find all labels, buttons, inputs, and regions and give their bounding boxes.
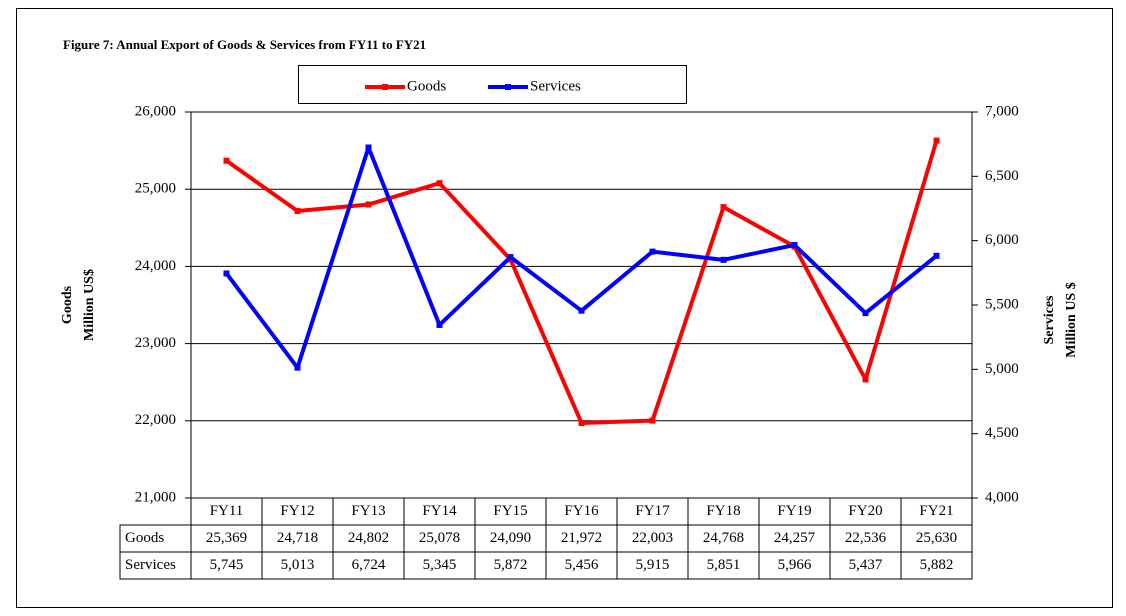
y2-tick-label: 7,000 [985, 103, 1019, 119]
legend-label: Goods [407, 78, 446, 94]
point-marker [294, 364, 301, 371]
table-value: 24,802 [348, 530, 389, 546]
x-tick-label: FY19 [777, 503, 811, 519]
point-marker [365, 144, 372, 151]
x-tick-label: FY16 [564, 503, 599, 519]
table-value: 5,456 [565, 557, 599, 573]
point-marker [365, 201, 372, 208]
table-value: 5,872 [494, 557, 528, 573]
table-value: 5,915 [636, 557, 670, 573]
y2-tick-label: 5,500 [985, 296, 1019, 312]
point-marker [649, 248, 656, 255]
table-value: 5,882 [920, 557, 954, 573]
table-value: 24,718 [277, 530, 318, 546]
table-cell [900, 551, 973, 580]
table-value: 24,090 [490, 530, 531, 546]
y2-tick-label: 5,000 [985, 361, 1019, 377]
legend-marker [505, 84, 511, 90]
table-value: 24,768 [703, 530, 744, 546]
x-tick-label: FY13 [351, 503, 385, 519]
legend-box [298, 65, 687, 104]
x-tick-label: FY20 [848, 503, 882, 519]
table-value: 24,257 [774, 530, 816, 546]
x-tick-label: FY21 [919, 503, 953, 519]
x-tick-label: FY17 [635, 503, 670, 519]
point-marker [223, 270, 230, 277]
table-value: 21,972 [561, 530, 602, 546]
y-tick-label: 21,000 [135, 489, 176, 505]
table-value: 25,078 [419, 530, 460, 546]
x-tick-label: FY11 [210, 503, 244, 519]
point-marker [578, 307, 585, 314]
y2-tick-label: 6,500 [985, 168, 1019, 184]
table-row-label: Goods [125, 530, 164, 546]
point-marker [720, 256, 727, 263]
table-value: 6,724 [352, 557, 386, 573]
point-marker [862, 310, 869, 317]
y2-axis-label: Services [1042, 295, 1057, 345]
y-tick-label: 25,000 [135, 181, 176, 197]
chart-border [16, 8, 1113, 608]
chart-title: Figure 7: Annual Export of Goods & Servi… [63, 37, 426, 52]
table-row-label: Services [125, 557, 176, 573]
y-axis-label: Goods [60, 285, 75, 324]
x-tick-label: FY12 [280, 503, 314, 519]
table-value: 5,966 [778, 557, 812, 573]
table-value: 5,437 [849, 557, 883, 573]
y2-tick-label: 4,000 [985, 489, 1019, 505]
table-value: 5,851 [707, 557, 741, 573]
point-marker [436, 321, 443, 328]
x-tick-label: FY15 [493, 503, 527, 519]
table-value: 25,630 [916, 530, 957, 546]
table-value: 25,369 [206, 530, 247, 546]
point-marker [294, 207, 301, 214]
y2-tick-label: 6,000 [985, 232, 1019, 248]
table-value: 22,536 [845, 530, 887, 546]
legend-label: Services [530, 78, 581, 94]
y-tick-label: 26,000 [135, 103, 176, 119]
point-marker [578, 419, 585, 426]
point-marker [791, 242, 798, 249]
point-marker [933, 252, 940, 259]
point-marker [720, 204, 727, 211]
y2-tick-label: 4,500 [985, 425, 1019, 441]
y2-axis-label: Million US $ [1064, 282, 1079, 357]
table-value: 22,003 [632, 530, 673, 546]
legend-marker [382, 84, 388, 90]
point-marker [436, 180, 443, 187]
point-marker [862, 376, 869, 383]
point-marker [507, 254, 514, 261]
x-tick-label: FY18 [706, 503, 740, 519]
point-marker [223, 157, 230, 164]
table-value: 5,013 [281, 557, 315, 573]
y-axis-label: Million US$ [82, 269, 97, 341]
x-tick-label: FY14 [422, 503, 457, 519]
y-tick-label: 22,000 [135, 412, 176, 428]
point-marker [933, 137, 940, 144]
table-value: 5,745 [210, 557, 244, 573]
table-value: 5,345 [423, 557, 457, 573]
y-tick-label: 23,000 [135, 335, 176, 351]
point-marker [649, 417, 656, 424]
series-line [224, 145, 938, 370]
y-tick-label: 24,000 [135, 258, 176, 274]
